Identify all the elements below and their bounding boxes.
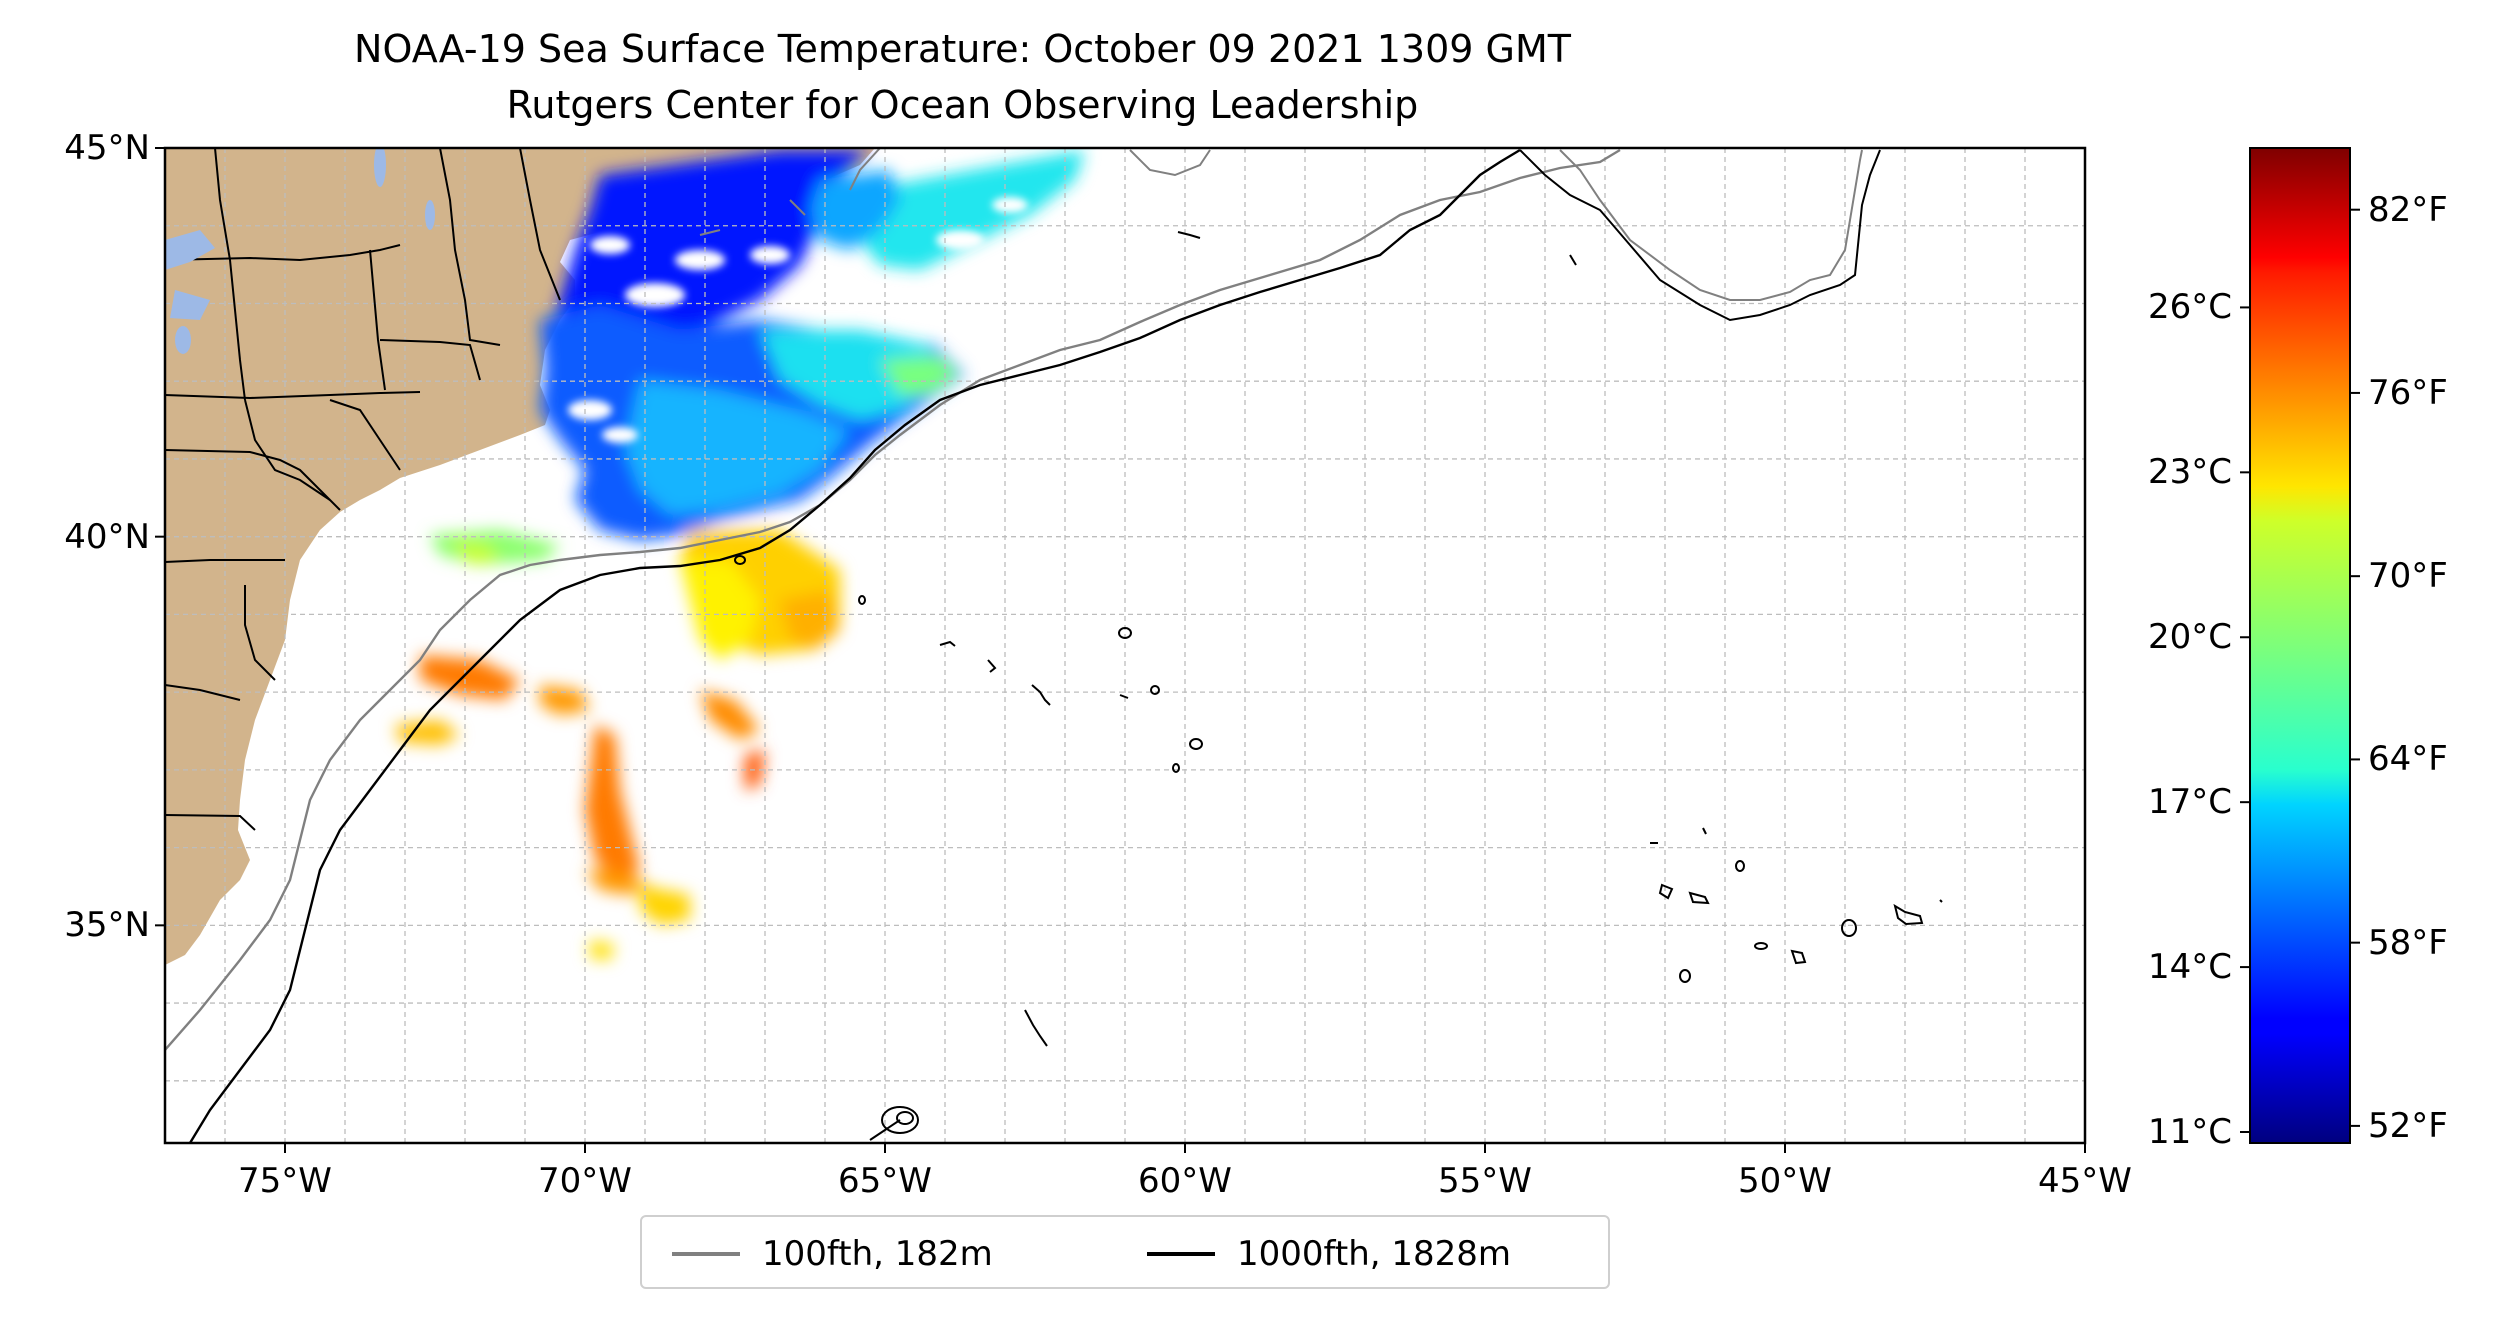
isobath-1000fth (188, 148, 1521, 1143)
isobath-1000fth-flemish (1519, 149, 1881, 322)
lakes (165, 148, 435, 354)
legend-label-100fth: 100fth, 182m (762, 1234, 993, 1274)
legend-label-1000fth: 1000fth, 1828m (1237, 1234, 1512, 1274)
lon-tick-label: 65°W (838, 1161, 932, 1201)
fahrenheit-tick-label: 58°F (2368, 922, 2448, 963)
title-line-1: NOAA-19 Sea Surface Temperature: October… (354, 27, 1571, 71)
legend-item-1000fth: 1000fth, 1828m (1147, 1232, 1511, 1276)
fahrenheit-tick-label: 52°F (2368, 1105, 2448, 1146)
fahrenheit-tick-label: 64°F (2368, 739, 2448, 780)
lat-tick-label: 45°N (64, 128, 150, 168)
axis-ticks (155, 147, 2086, 1153)
celsius-tick-label: 11°C (2147, 1112, 2232, 1152)
lat-tick-label: 35°N (64, 905, 150, 946)
sst-data-layer (395, 150, 1085, 960)
isobath-100fth (165, 148, 1621, 1051)
legend-swatch-1000fth (1147, 1252, 1215, 1256)
title-line-2: Rutgers Center for Ocean Observing Leade… (506, 83, 1419, 127)
fahrenheit-tick-label: 76°F (2368, 372, 2448, 413)
isobath-100fth-flemish (1559, 149, 1863, 301)
lon-tick-label: 55°W (1438, 1161, 1532, 1201)
celsius-tick-label: 23°C (2147, 452, 2232, 493)
state-borders (165, 148, 561, 831)
celsius-tick-label: 20°C (2147, 617, 2232, 658)
gridlines (165, 148, 2085, 1143)
legend-swatch-100fth (672, 1252, 740, 1256)
celsius-tick-label: 26°C (2147, 287, 2232, 328)
colorbar (2249, 147, 2351, 1144)
lon-tick-label: 60°W (1138, 1161, 1232, 1201)
celsius-tick-label: 17°C (2147, 782, 2232, 823)
coast-detail-lines (699, 148, 1211, 236)
lon-tick-label: 75°W (238, 1161, 332, 1201)
fahrenheit-tick-label: 82°F (2368, 189, 2448, 230)
legend-item-100fth: 100fth, 182m (672, 1232, 993, 1276)
land-mainland (165, 148, 875, 965)
lon-tick-label: 45°W (2038, 1161, 2132, 1201)
legend: 100fth, 182m 1000fth, 1828m (640, 1215, 1610, 1289)
fahrenheit-tick-label: 70°F (2368, 556, 2448, 597)
lat-tick-label: 40°N (64, 516, 150, 557)
lon-tick-label: 70°W (538, 1161, 632, 1201)
lon-tick-label: 50°W (1738, 1161, 1832, 1201)
map-frame (163, 146, 2087, 1145)
seamounts (734, 231, 1943, 1141)
celsius-tick-label: 14°C (2147, 947, 2232, 988)
colorbar-ticks (2240, 208, 2360, 1134)
